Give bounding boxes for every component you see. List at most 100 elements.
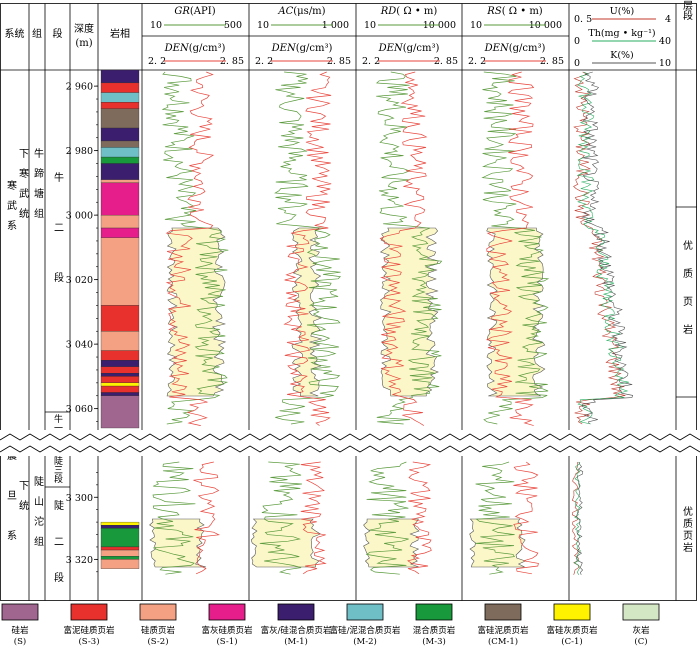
depth-tick: 3 060 [66, 404, 98, 415]
depth-tick: 2 980 [66, 146, 98, 157]
legend-code: (C-1) [561, 636, 582, 646]
lithofacies-bed [100, 92, 140, 103]
lithofacies-bed [100, 156, 140, 164]
member-dou3: 陡三段 [52, 455, 63, 484]
track-min: 10 [364, 20, 376, 31]
spectral-scale: Th(mg • kg⁻¹) 0 40 [574, 28, 671, 47]
lithofacies-bed [100, 385, 140, 393]
den-max: 2. 85 [434, 56, 458, 67]
legend: 硅岩(S)富泥硅质页岩(S-3)硅质页岩(S-2)富灰硅质页岩(S-1)富灰/硅… [1, 603, 660, 646]
header-series: 组 [32, 27, 42, 40]
den-log-curve [283, 71, 332, 426]
depth-tick-label: 3 060 [66, 404, 93, 415]
legend-item: 富泥硅质页岩(S-3) [63, 603, 115, 646]
member-niu2: 牛二段 [52, 171, 64, 322]
depth-tick: 3 320 [66, 555, 98, 566]
legend-name: 混合质页岩 [413, 625, 456, 636]
spectral-label: K(%) [610, 50, 634, 61]
legend-swatch [415, 603, 453, 621]
shale-upper: 优质页岩 [681, 239, 693, 352]
den-log-curve [165, 71, 215, 426]
den-log-curve [513, 461, 539, 575]
primary-log-curve [259, 461, 302, 575]
den-title: DEN(g/cm³) [484, 43, 546, 54]
lithofacies-bed [100, 331, 140, 351]
lithofacies-bed [100, 360, 140, 367]
member-niu1: 牛一段 [52, 413, 63, 442]
den-min: 2. 2 [362, 56, 380, 67]
track-curves [250, 71, 342, 575]
depth-tick-label: 3 020 [66, 275, 93, 286]
member-dou2: 陡二段 [52, 500, 64, 608]
legend-swatch [1, 603, 39, 621]
legend-name: 硅质页岩 [141, 625, 176, 636]
header-system: 系统 [5, 27, 25, 40]
legend-item: 富硅灰质页岩(C-1) [546, 603, 598, 646]
den-log-curve [193, 461, 221, 575]
lithofacies-bed [100, 395, 140, 429]
legend-code: (S-3) [78, 636, 99, 646]
legend-code: (C) [634, 636, 647, 646]
legend-name: 富硅/泥混合质页岩 [330, 625, 401, 636]
legend-item: 富硅/泥混合质页岩(M-2) [330, 603, 401, 646]
spectral-curve [581, 71, 634, 425]
depth-tick-label: 3 320 [66, 555, 93, 566]
break-line-bottom [0, 445, 700, 453]
spectral-curve [573, 461, 581, 575]
legend-item: 富硅泥质页岩(CM-1) [477, 603, 529, 646]
legend-item: 富灰/硅混合质页岩(M-1) [261, 603, 332, 646]
legend-swatch [553, 603, 591, 621]
den-log-curve [407, 461, 432, 575]
den-log-curve [300, 461, 327, 575]
depth-tick: 3 300 [66, 493, 98, 504]
track-curves [363, 71, 443, 575]
legend-code: (S-2) [147, 636, 168, 646]
header-depth-unit: (m) [75, 38, 92, 49]
depth-axis: 2 960 2 980 3 000 3 020 3 040 3 060 3 300 3 320 [66, 82, 98, 573]
shale-separation-fill [379, 227, 439, 397]
den-title: DEN(g/cm³) [271, 43, 333, 54]
depth-tick-label: 2 980 [66, 146, 93, 157]
den-min: 2. 2 [148, 56, 166, 67]
depth-tick-label: 3 300 [66, 493, 93, 504]
den-max: 2. 85 [220, 56, 244, 67]
lithofacies-bed [100, 350, 140, 361]
lithofacies-bed [100, 82, 140, 93]
legend-name: 富硅灰质页岩 [546, 625, 598, 636]
spectral-min: 0 [574, 58, 580, 69]
spectral-min: 0 [574, 36, 580, 47]
spectral-label: Th(mg • kg⁻¹) [588, 28, 655, 39]
depth-break [0, 430, 700, 456]
break-line-top [0, 433, 700, 441]
primary-log-curve [274, 71, 342, 425]
lithofacies-bed [100, 305, 140, 332]
spectral-header: U(%) 0. 5 4 Th(mg • kg⁻¹) 0 40 K(%) 0 10 [574, 6, 671, 69]
series-upper: 下寒武统 [17, 148, 29, 228]
legend-item: 硅岩(S) [1, 603, 39, 646]
legend-item: 灰岩(C) [622, 603, 660, 646]
legend-swatch [277, 603, 315, 621]
track-curves [149, 71, 229, 575]
depth-tick: 3 020 [66, 275, 98, 286]
den-title: DEN(g/cm³) [164, 43, 226, 54]
spectral-max: 40 [659, 36, 671, 47]
header-depth: 深度 [74, 22, 94, 35]
lithofacies-bed [100, 102, 140, 109]
series-lower: 下统 [17, 480, 29, 520]
track-max: 1 000 [322, 20, 349, 31]
primary-log-curve [365, 461, 409, 575]
legend-name: 富泥硅质页岩 [63, 625, 115, 636]
legend-swatch [622, 603, 660, 621]
den-min: 2. 2 [468, 56, 486, 67]
lithofacies-bed [100, 549, 140, 557]
spectral-min: 0. 5 [574, 14, 592, 25]
track-title: AC(μs/m) [277, 6, 325, 17]
lithofacies-bed [100, 163, 140, 180]
primary-log-curve [152, 461, 196, 575]
lithofacies-bed [100, 147, 140, 158]
shale-separation-fill [469, 518, 527, 568]
legend-name: 富灰/硅混合质页岩 [261, 625, 332, 636]
legend-code: (S) [14, 636, 26, 646]
